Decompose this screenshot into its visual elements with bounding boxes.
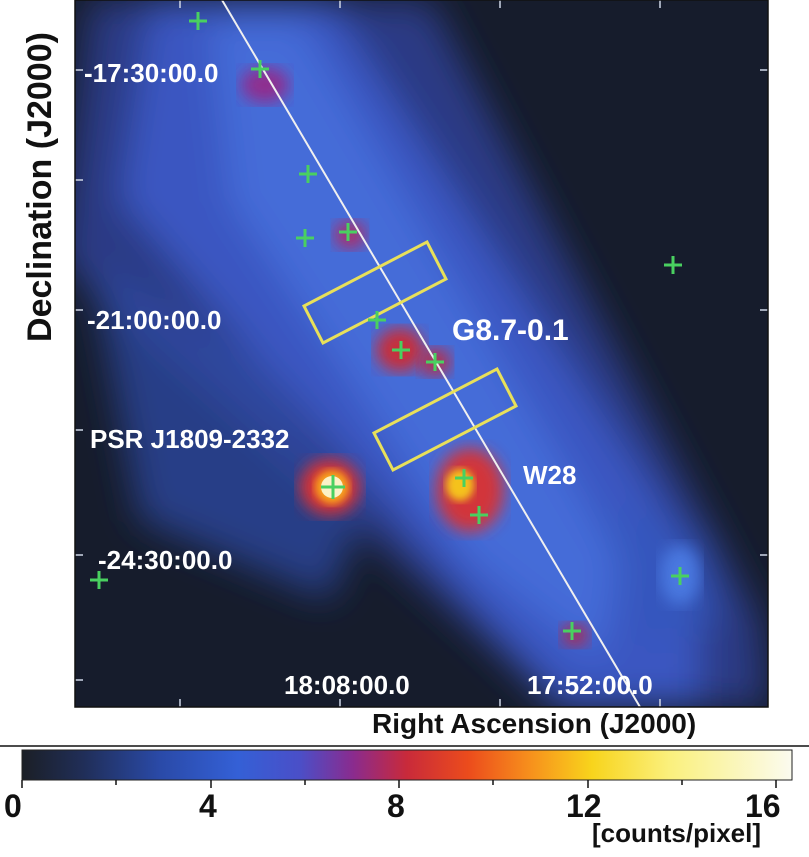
galactic-plane-line	[221, 0, 641, 707]
source-marker	[90, 571, 108, 589]
source-marker	[426, 353, 444, 371]
y-axis-title: Declination (J2000)	[21, 32, 59, 342]
source-label-w28: W28	[523, 460, 577, 490]
region-box-south	[371, 366, 519, 473]
colorbar-tick-label: 12	[566, 788, 602, 824]
source-marker	[671, 567, 689, 585]
source-marker	[321, 475, 345, 499]
source-marker	[368, 311, 386, 329]
source-marker	[563, 622, 581, 640]
colorbar-tick-label: 16	[745, 788, 781, 824]
region-box-north	[301, 239, 449, 346]
colorbar-ticks	[21, 780, 777, 788]
frame-ticks	[75, 0, 768, 707]
source-marker	[664, 256, 682, 274]
source-marker	[189, 12, 207, 30]
colorbar-tick-label: 4	[199, 788, 217, 824]
source-marker	[251, 60, 269, 78]
source-marker	[296, 229, 314, 247]
sky-map	[75, 0, 768, 707]
colorbar	[21, 749, 793, 781]
colorbar-tick-label: 8	[387, 788, 405, 824]
source-marker	[392, 341, 410, 359]
source-marker	[339, 223, 357, 241]
source-marker	[299, 165, 317, 183]
ra-tick-label: 18:08:00.0	[284, 670, 410, 700]
x-axis-title: Right Ascension (J2000)	[372, 708, 697, 739]
source-markers	[90, 12, 689, 640]
dec-tick-label: -24:30:00.0	[98, 545, 233, 575]
dec-tick-label: -21:00:00.0	[87, 305, 222, 335]
ra-tick-label: 17:52:00.0	[527, 670, 653, 700]
map-frame	[74, 0, 769, 708]
colorbar-tick-label: 0	[4, 788, 22, 824]
source-label-psr: PSR J1809-2332	[90, 424, 290, 454]
source-marker	[455, 469, 473, 487]
source-label-g87: G8.7-0.1	[452, 314, 569, 347]
colorbar-unit-label: [counts/pixel]	[592, 818, 762, 848]
dec-tick-label: -17:30:00.0	[84, 58, 219, 88]
source-marker	[470, 506, 488, 524]
